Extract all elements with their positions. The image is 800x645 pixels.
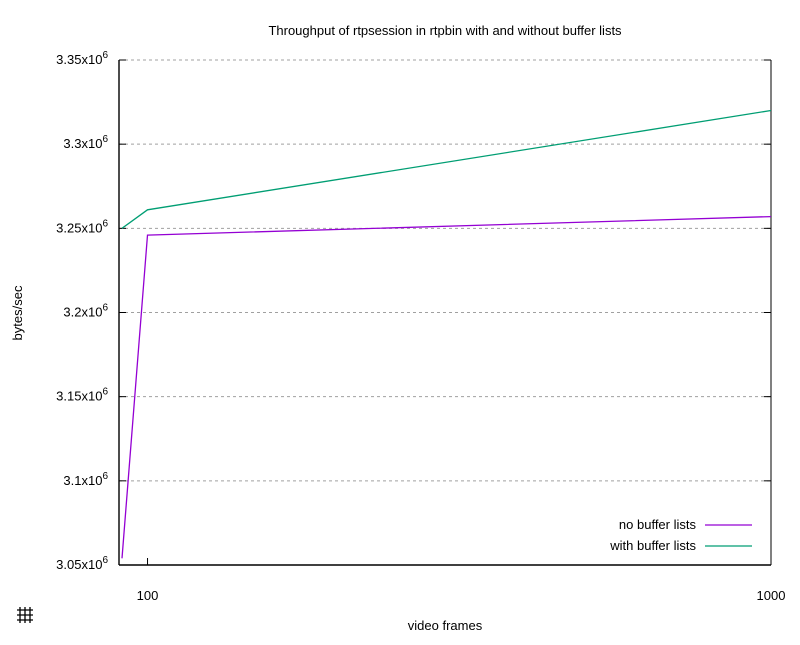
y-tick-label: 3.25x106 [56, 218, 108, 235]
x-ticks: 100 1000 [137, 558, 786, 603]
y-tick-label: 3.35x106 [56, 50, 108, 67]
grid-icon[interactable] [16, 606, 34, 624]
x-tick-label: 100 [137, 588, 159, 603]
x-axis-label: video frames [408, 618, 483, 633]
y-ticks: 3.05x106 3.1x106 3.15x106 3.2x106 3.25x106 3.… [56, 50, 771, 572]
y-axis-label: bytes/sec [10, 285, 25, 340]
x-tick-label: 1000 [757, 588, 786, 603]
grid-lines [119, 59, 771, 482]
y-tick-label: 3.2x106 [63, 303, 108, 320]
chart-title: Throughput of rtpsession in rtpbin with … [268, 23, 622, 38]
series-line-1 [121, 109, 772, 229]
y-tick-label: 3.3x106 [63, 134, 108, 151]
legend-label: no buffer lists [619, 517, 697, 532]
y-tick-label: 3.1x106 [63, 471, 108, 488]
series-lines [121, 109, 772, 559]
series-line-0 [121, 215, 772, 559]
y-tick-label: 3.15x106 [56, 387, 108, 404]
legend: no buffer lists with buffer lists [609, 517, 752, 553]
y-tick-label: 3.05x106 [56, 555, 108, 572]
legend-label: with buffer lists [609, 538, 696, 553]
